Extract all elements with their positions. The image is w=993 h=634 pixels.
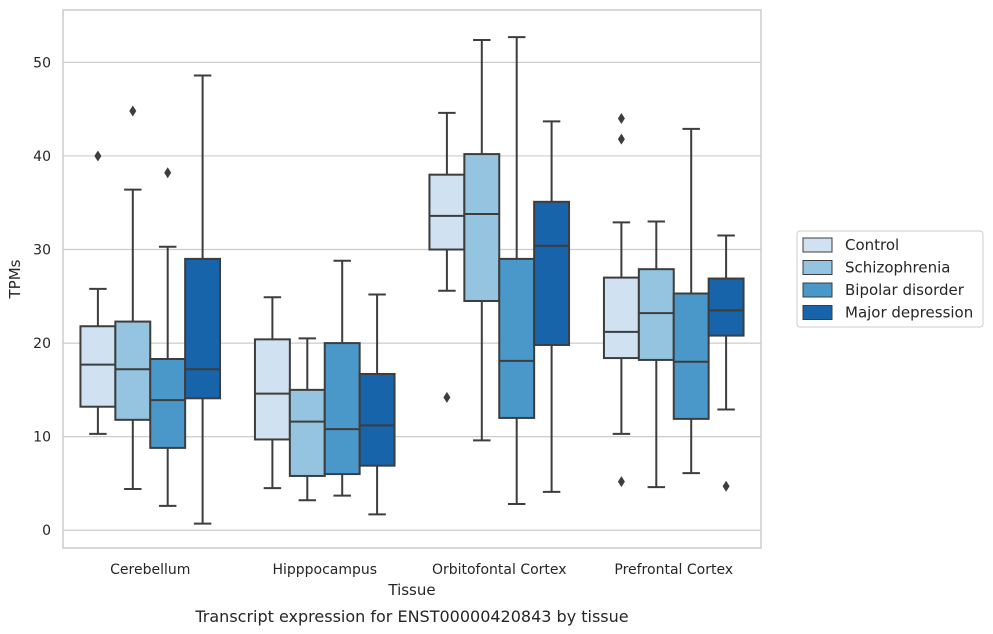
legend-label: Control [845, 236, 899, 254]
outlier-point [617, 113, 625, 125]
legend-swatch [802, 237, 833, 253]
box [288, 388, 326, 477]
legend-swatch [802, 260, 833, 275]
legend-swatch [802, 305, 833, 320]
outlier-point [164, 167, 172, 179]
box [79, 325, 117, 408]
box-series [79, 36, 745, 525]
outlier-point [617, 133, 625, 145]
box [428, 173, 466, 251]
y-tick-label: 20 [33, 336, 51, 352]
legend-frame [796, 230, 984, 328]
plot-frame [62, 9, 762, 549]
series-schizophrenia [114, 38, 675, 502]
x-tick-label: Cerebellum [110, 562, 190, 578]
y-tick-label: 30 [33, 243, 51, 259]
box [602, 276, 640, 360]
y-axis-label: TPMs [6, 259, 24, 299]
box [323, 342, 361, 476]
series-bipolar-disorder [149, 36, 710, 507]
x-tick-label: Orbitofontal Cortex [432, 562, 567, 578]
x-tick-label: Hipppocampus [272, 562, 377, 578]
chart-title: Transcript expression for ENST0000042084… [194, 607, 628, 626]
x-axis-label: Tissue [387, 581, 435, 599]
series-control [79, 111, 640, 490]
y-tick-label: 10 [33, 430, 51, 446]
box [358, 372, 396, 467]
y-axis-ticks: 0 10 20 30 40 50 [33, 55, 51, 539]
box [114, 320, 152, 421]
y-tick-label: 50 [33, 55, 51, 71]
box [707, 277, 745, 337]
box [149, 357, 187, 449]
outlier-point [443, 391, 451, 403]
x-axis-ticks: Cerebellum Hipppocampus Orbitofontal Corte… [110, 562, 733, 578]
legend-label: Major depression [845, 304, 973, 322]
legend-label: Schizophrenia [845, 259, 950, 277]
legend-label: Bipolar disorder [845, 281, 965, 299]
box [498, 257, 536, 419]
legend: Control Schizophrenia Bipolar disorder Majo… [796, 230, 984, 328]
y-tick-label: 0 [42, 523, 51, 539]
y-tick-label: 40 [33, 149, 51, 165]
box [533, 200, 571, 346]
outlier-point [617, 476, 625, 488]
legend-swatch [802, 282, 833, 298]
outlier-point [94, 150, 102, 162]
box [463, 153, 501, 302]
x-tick-label: Prefrontal Cortex [614, 562, 733, 578]
series-major-depression [184, 74, 745, 525]
outlier-point [722, 480, 730, 492]
outlier-point [129, 105, 137, 117]
box [637, 268, 675, 361]
box [672, 292, 710, 420]
box [253, 338, 291, 441]
box [184, 257, 222, 400]
